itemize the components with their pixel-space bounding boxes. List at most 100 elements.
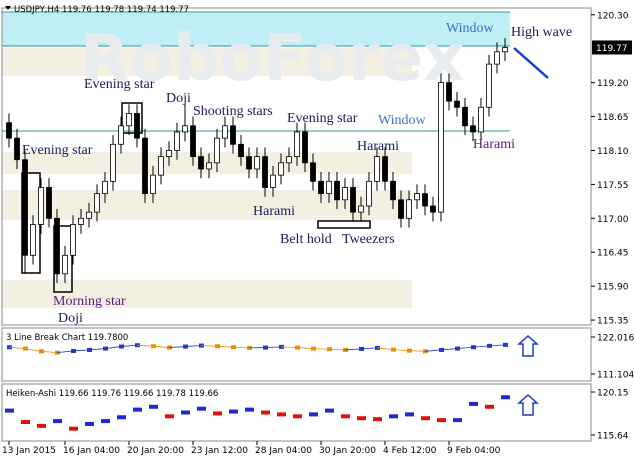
candle-body bbox=[166, 150, 172, 158]
line-break-link bbox=[312, 348, 330, 350]
heikinashi-title: Heiken-Ashi 119.66 119.76 119.66 119.78 … bbox=[6, 389, 218, 399]
candle-body bbox=[486, 63, 492, 108]
x-tick-label: 9 Feb 04:00 bbox=[447, 446, 501, 456]
pattern-label: Tweezers bbox=[342, 232, 395, 247]
candle-body bbox=[366, 180, 372, 207]
y-tick-label: 111.104 bbox=[597, 371, 634, 381]
heikin-ashi-bar bbox=[357, 416, 366, 421]
x-tick-label: 4 Feb 12:00 bbox=[383, 446, 437, 456]
candle-body bbox=[30, 224, 36, 256]
candle-body bbox=[398, 199, 404, 219]
candle-body bbox=[334, 180, 340, 201]
candle-body bbox=[198, 156, 204, 170]
candle-body bbox=[86, 211, 92, 219]
heikin-ashi-bar bbox=[261, 410, 270, 415]
heikin-ashi-bar bbox=[117, 415, 126, 420]
y-tick-label: 122.016 bbox=[597, 333, 634, 343]
candle-body bbox=[246, 156, 252, 170]
heikin-ashi-bar bbox=[341, 414, 350, 419]
heikin-ashi-bar bbox=[421, 416, 430, 421]
last-price-label: 119.77 bbox=[596, 44, 628, 54]
candle-body bbox=[54, 217, 60, 275]
candle-body bbox=[62, 254, 68, 275]
heikin-ashi-bar bbox=[277, 412, 286, 417]
y-tick-label: 115.90 bbox=[597, 283, 629, 293]
main-title: USDJPY,H4 119.76 119.78 119.74 119.77 bbox=[14, 5, 189, 15]
line-break-link bbox=[440, 348, 458, 351]
candle-body bbox=[294, 131, 300, 158]
heikin-ashi-bar bbox=[5, 408, 14, 413]
up-arrows bbox=[517, 334, 539, 416]
candle-body bbox=[462, 106, 468, 127]
heikin-ashi-bar bbox=[245, 407, 254, 412]
candle-body bbox=[382, 156, 388, 182]
pattern-label: Evening star bbox=[287, 111, 358, 126]
pattern-label: Harami bbox=[357, 139, 399, 154]
candle-body bbox=[94, 193, 100, 213]
last-price-box bbox=[592, 40, 632, 55]
candle-body bbox=[438, 82, 444, 213]
heikin-ashi-bar bbox=[453, 418, 462, 423]
candle-body bbox=[14, 137, 20, 161]
candle-body bbox=[238, 143, 244, 158]
heikin-ashi-bar bbox=[85, 421, 94, 426]
candle-body bbox=[422, 193, 428, 207]
heikin-ashi-bar bbox=[149, 404, 158, 409]
heikin-ashi-bar bbox=[53, 419, 62, 424]
pattern-label: Belt hold bbox=[280, 232, 332, 247]
candle-body bbox=[214, 137, 220, 164]
candle-body bbox=[374, 156, 380, 182]
candle-body bbox=[230, 125, 236, 145]
line-break-link bbox=[200, 345, 218, 347]
heikin-ashi-bar bbox=[21, 420, 30, 425]
candle-body bbox=[38, 187, 44, 225]
y-tick-label: 120.15 bbox=[597, 389, 629, 399]
x-tick-label: 16 Jan 04:00 bbox=[63, 446, 120, 456]
pattern-label: Harami bbox=[253, 204, 295, 219]
heikin-ashi-bar bbox=[501, 395, 510, 400]
heikin-ashi-bar bbox=[309, 412, 318, 417]
heikin-ashi-bar bbox=[213, 411, 222, 416]
candle-body bbox=[254, 156, 260, 170]
candle-body bbox=[286, 156, 292, 164]
pattern-label: Doji bbox=[58, 311, 83, 326]
heikin-ashi-bar bbox=[389, 414, 398, 419]
line-break-link bbox=[88, 348, 106, 351]
candle-body bbox=[70, 224, 76, 256]
candle-body bbox=[6, 122, 12, 139]
heikin-ashi-bar bbox=[133, 407, 142, 412]
candle-body bbox=[134, 113, 140, 139]
candle-body bbox=[310, 162, 316, 182]
y-tick-label: 115.35 bbox=[597, 317, 629, 327]
line-break-link bbox=[152, 345, 170, 348]
heikin-ashi-bar bbox=[373, 417, 382, 422]
line-break-link bbox=[344, 348, 362, 351]
candle-body bbox=[302, 131, 308, 164]
candle-body bbox=[406, 199, 412, 219]
y-tick-label: 118.65 bbox=[597, 113, 629, 123]
candle-body bbox=[494, 51, 500, 65]
line-break-link bbox=[472, 345, 490, 348]
line-break-link bbox=[456, 346, 474, 349]
candle-body bbox=[454, 100, 460, 108]
x-tick-label: 13 Jan 2015 bbox=[2, 446, 56, 456]
pattern-label: High wave bbox=[511, 25, 572, 40]
menu-icon bbox=[5, 6, 11, 10]
line-break-link bbox=[360, 347, 378, 350]
zones bbox=[2, 11, 510, 308]
heikin-ashi-bar bbox=[469, 401, 478, 406]
pattern-label: Morning star bbox=[53, 294, 126, 309]
y-tick-label: 119.20 bbox=[597, 79, 629, 89]
heikin-ashi-bar bbox=[485, 404, 494, 409]
x-tick-label: 23 Jan 12:00 bbox=[191, 446, 248, 456]
candle-body bbox=[278, 162, 284, 176]
line-break-link bbox=[296, 347, 314, 349]
candle-body bbox=[270, 174, 276, 188]
pattern-label: Evening star bbox=[84, 77, 155, 92]
candle-body bbox=[342, 187, 348, 201]
line-break-link bbox=[488, 344, 506, 347]
heikin-ashi-bar bbox=[229, 409, 238, 414]
heikin-ashi-bar bbox=[437, 418, 446, 423]
pattern-label: Evening star bbox=[22, 143, 93, 158]
candle-body bbox=[174, 131, 180, 151]
